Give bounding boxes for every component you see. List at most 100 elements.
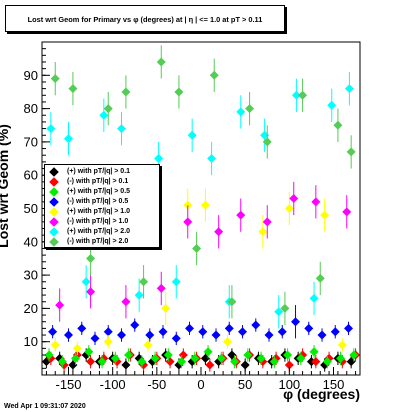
series-5 xyxy=(50,188,347,356)
data-point xyxy=(161,303,171,313)
data-point xyxy=(251,320,261,330)
legend-label: (-) with pT/|q| > 0.5 xyxy=(67,198,129,205)
data-point xyxy=(264,330,274,340)
data-point xyxy=(145,330,155,340)
data-point xyxy=(311,357,321,367)
y-tick-label: 70 xyxy=(24,134,38,149)
data-point xyxy=(121,87,131,97)
legend-marker xyxy=(49,197,59,207)
data-point xyxy=(50,340,60,350)
data-point xyxy=(143,340,153,350)
data-point xyxy=(309,293,319,303)
legend-marker xyxy=(49,207,59,217)
data-point xyxy=(317,330,327,340)
data-point xyxy=(139,277,149,287)
data-point xyxy=(223,337,232,347)
series-6 xyxy=(55,181,352,322)
data-point xyxy=(337,340,347,350)
data-point xyxy=(163,350,173,360)
data-point xyxy=(44,350,54,360)
data-point xyxy=(150,353,160,363)
y-tick-label: 50 xyxy=(24,201,38,216)
data-point xyxy=(284,204,294,213)
data-point xyxy=(330,327,340,337)
legend-marker xyxy=(49,237,59,247)
data-point xyxy=(342,207,352,217)
series-8 xyxy=(50,45,356,326)
y-tick-label: 30 xyxy=(24,268,38,283)
axes-layer: -150 -100 -50 0 50 100 150 10 20 30 40 50 60 70 80 90 xyxy=(24,48,357,392)
data-point xyxy=(211,330,221,340)
data-point xyxy=(280,303,290,313)
data-point xyxy=(190,353,200,363)
x-tick-label: 50 xyxy=(238,377,252,392)
data-point xyxy=(158,327,168,337)
x-tick-label: 0 xyxy=(197,377,204,392)
x-tick-label: -150 xyxy=(55,377,81,392)
y-tick-label: 80 xyxy=(24,101,38,116)
series-3 xyxy=(44,345,359,369)
data-point xyxy=(333,120,343,130)
data-point xyxy=(274,307,284,317)
data-point xyxy=(55,300,65,310)
data-point xyxy=(216,353,226,363)
data-point xyxy=(84,347,94,357)
data-point xyxy=(344,323,354,333)
data-point xyxy=(262,217,272,227)
data-point xyxy=(203,347,213,357)
legend-marker xyxy=(49,217,59,227)
data-point xyxy=(291,317,301,327)
data-point xyxy=(177,357,187,367)
y-tick-label: 60 xyxy=(24,168,38,183)
y-axis-label-box: Lost wrt Geom (%) xyxy=(0,124,23,248)
data-point xyxy=(103,337,113,347)
data-point xyxy=(315,273,325,283)
data-point xyxy=(269,357,279,367)
data-point xyxy=(346,147,356,157)
data-point xyxy=(156,57,166,67)
x-tick-label: -100 xyxy=(100,377,126,392)
data-point xyxy=(304,323,314,333)
data-point xyxy=(236,210,246,220)
data-point xyxy=(230,357,240,367)
data-point xyxy=(71,353,81,363)
data-point xyxy=(57,357,67,367)
legend-label: (+) with pT/|q| > 1.0 xyxy=(67,208,131,215)
legend-marker xyxy=(49,177,59,187)
data-point xyxy=(50,74,60,84)
data-point xyxy=(97,357,107,367)
data-point xyxy=(207,154,217,164)
data-point xyxy=(344,84,354,94)
data-point xyxy=(262,137,272,147)
data-point xyxy=(124,350,134,360)
y-tick-label: 20 xyxy=(24,301,38,316)
data-point xyxy=(205,360,215,370)
data-point xyxy=(99,110,109,120)
data-point xyxy=(68,84,78,94)
data-point xyxy=(64,134,73,144)
legend-label: (-) with pT/|q| > 0.1 xyxy=(67,178,129,185)
data-point xyxy=(236,107,246,117)
data-point xyxy=(81,277,91,287)
data-point xyxy=(72,343,82,353)
series-4 xyxy=(48,305,354,346)
data-point xyxy=(245,104,255,114)
data-point xyxy=(121,360,131,370)
data-point xyxy=(298,90,308,100)
legend-marker xyxy=(49,227,59,237)
legend-label: (+) with pT/|q| > 2.0 xyxy=(67,228,131,235)
y-axis-label: Lost wrt Geom (%) xyxy=(0,124,11,248)
chart-title: Lost wrt Geom for Primary vs φ (degrees)… xyxy=(5,5,285,32)
data-point xyxy=(185,323,195,333)
data-point xyxy=(227,297,237,307)
data-point xyxy=(156,283,166,293)
data-point xyxy=(311,197,321,207)
data-point xyxy=(327,100,337,110)
data-point xyxy=(309,347,319,357)
legend: (+) with pT/|q| > 0.1 (-) with pT/|q| > 0… xyxy=(44,164,160,248)
data-point xyxy=(283,350,293,360)
data-point xyxy=(200,200,210,210)
x-tick-label: 150 xyxy=(323,377,345,392)
data-point xyxy=(224,323,234,333)
data-point xyxy=(117,330,126,340)
